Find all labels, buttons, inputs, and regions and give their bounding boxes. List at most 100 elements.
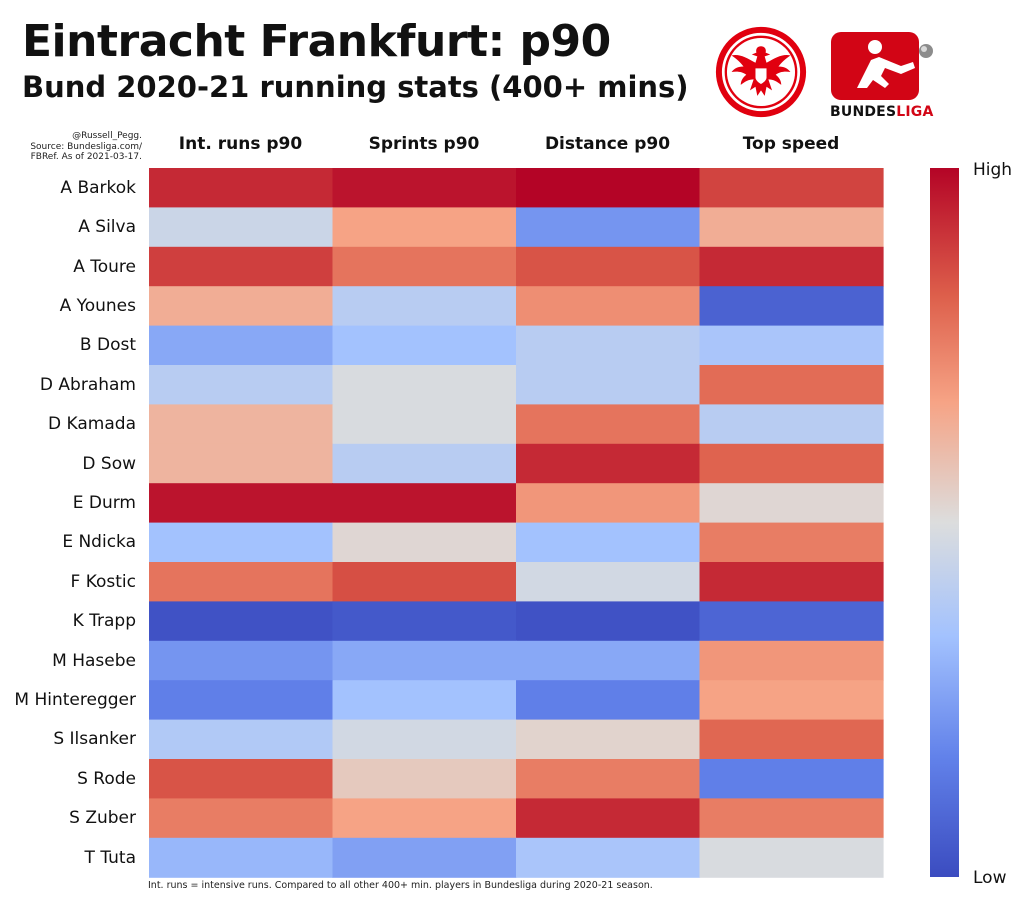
row-label: S Rode [77,768,136,789]
heatmap-cell [699,837,884,878]
heatmap-cell [149,837,334,878]
heatmap-cell [699,325,884,366]
heatmap-cell [332,680,517,721]
heatmap-cell [699,680,884,721]
heatmap-cell [699,522,884,563]
heatmap-cell [332,168,517,208]
row-label: E Ndicka [62,532,136,553]
source-line: Source: Bundesliga.com/ [30,141,142,152]
heatmap-cell [332,325,517,366]
heatmap-cell [332,522,517,563]
heatmap-cell [149,365,334,405]
heatmap-cell [699,719,884,760]
heatmap-cell [699,640,884,681]
heatmap-cell [149,246,334,287]
row-label: M Hinteregger [14,689,136,710]
heatmap-cell [332,404,517,445]
source-line: FBRef. As of 2021-03-17. [30,152,142,162]
heatmap-cell [149,759,334,799]
heatmap-cell [149,286,334,327]
heatmap-cell [699,562,884,602]
footnote: Int. runs = intensive runs. Compared to … [148,880,653,891]
column-header: Int. runs p90 [178,134,303,154]
heatmap-cell [149,562,334,602]
heatmap-cell [332,207,517,248]
heatmap-cell [516,443,701,484]
heatmap-cell [149,483,334,524]
bundesliga-wordmark-part: LIGA [896,104,934,120]
bundesliga-logo-icon [831,32,933,100]
heatmap-cell [699,168,884,208]
bundesliga-wordmark: BUNDESLIGA [830,104,934,120]
heatmap-cell [516,404,701,445]
heatmap-cell [516,798,701,839]
heatmap-cell [516,680,701,721]
row-label: B Dost [79,335,136,356]
heatmap-cell [516,207,701,248]
heatmap-cell [699,246,884,287]
row-label: D Kamada [48,414,136,435]
heatmap-cell [516,562,701,602]
colorbar-high-label: High [973,160,1013,180]
row-label: M Hasebe [52,650,136,671]
heatmap-cell [699,759,884,799]
row-label: T Tuta [84,847,136,868]
heatmap-cell [516,522,701,563]
page-subtitle: Bund 2020-21 running stats (400+ mins) [22,70,689,104]
row-label: A Toure [73,256,136,277]
heatmap-cell [699,483,884,524]
heatmap-cell [516,483,701,524]
row-label: A Silva [78,217,136,238]
heatmap-cell [332,562,517,602]
heatmap-cell [149,443,334,484]
source-line: @Russell_Pegg. [72,131,142,141]
heatmap-cell [516,719,701,760]
heatmap-cell [699,365,884,405]
heatmap-cell [516,168,701,208]
row-label: D Sow [82,453,136,474]
heatmap-cell [149,404,334,445]
row-label: S Ilsanker [53,729,136,750]
row-label: D Abraham [39,374,136,395]
heatmap-cell [332,798,517,839]
heatmap-cell [699,404,884,445]
heatmap-cell [516,325,701,366]
heatmap-cell [516,601,701,642]
heatmap-cell [149,207,334,248]
heatmap-cell [332,719,517,760]
column-header: Top speed [742,134,840,154]
heatmap-cell [149,719,334,760]
heatmap-cell [332,246,517,287]
heatmap-cell [332,443,517,484]
heatmap-cell [149,640,334,681]
heatmap-cell [699,443,884,484]
column-header: Distance p90 [544,134,671,154]
heatmap-cell [332,837,517,878]
heatmap-cell [332,601,517,642]
heatmap-cell [699,286,884,327]
heatmap-cell [149,798,334,839]
heatmap-cell [149,168,334,208]
row-label: E Durm [72,492,136,513]
heatmap-cell [332,640,517,681]
heatmap-cell [699,601,884,642]
heatmap-cell [149,325,334,366]
eintracht-frankfurt-eagle-crest-icon [715,26,807,118]
colorbar [930,168,959,877]
heatmap-cell [332,483,517,524]
row-label: A Younes [59,295,136,316]
heatmap-cell [516,837,701,878]
heatmap-cell [332,365,517,405]
heatmap-cell [332,759,517,799]
heatmap-cell [516,640,701,681]
page-title: Eintracht Frankfurt: p90 [22,16,611,67]
heatmap-cell [516,759,701,799]
heatmap-cell [149,601,334,642]
heatmap-cell [516,286,701,327]
heatmap-cell [332,286,517,327]
heatmap-cell [149,522,334,563]
colorbar-low-label: Low [973,868,1007,888]
source-credit: @Russell_Pegg. Source: Bundesliga.com/ F… [30,131,142,163]
row-label: S Zuber [69,808,136,829]
